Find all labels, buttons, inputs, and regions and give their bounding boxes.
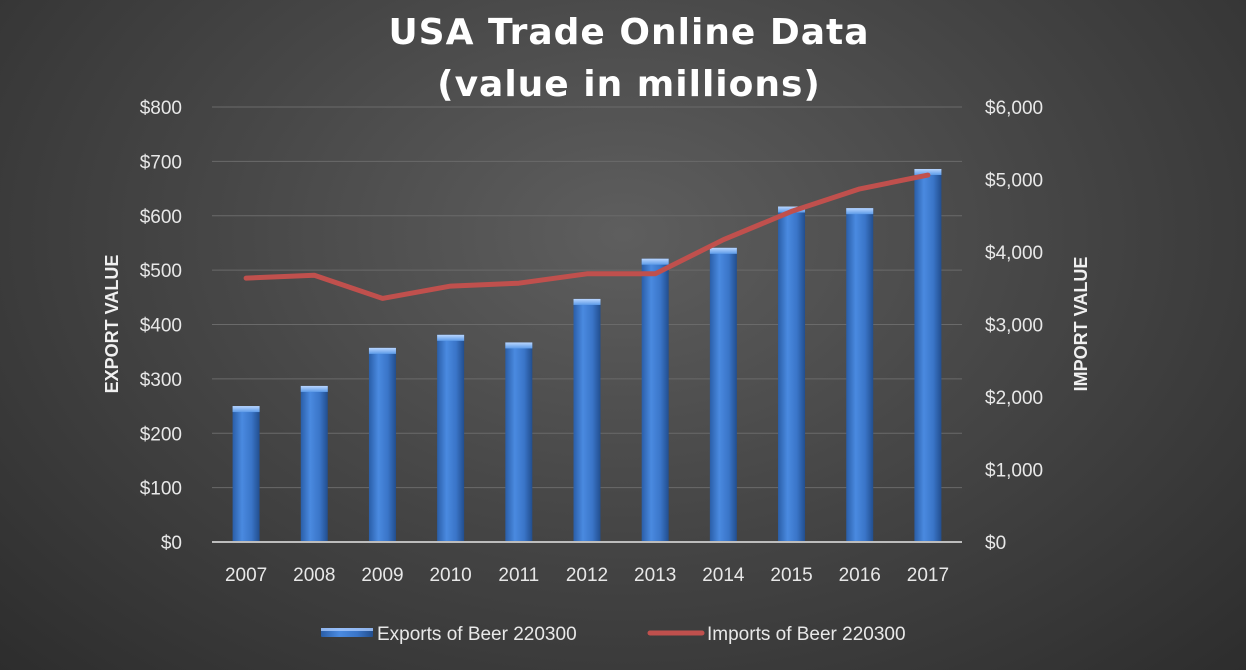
import-line	[243, 172, 931, 301]
legend-label-imports: Imports of Beer 220300	[707, 624, 906, 645]
export-bar	[368, 347, 396, 542]
left-tick-label: $0	[161, 533, 182, 554]
export-bar	[778, 206, 806, 542]
legend-label-exports: Exports of Beer 220300	[377, 624, 577, 645]
export-bar	[232, 406, 260, 542]
left-tick-label: $700	[140, 152, 182, 173]
import-point	[791, 210, 793, 212]
import-point	[859, 188, 861, 190]
x-tick-label: 2016	[839, 565, 881, 586]
export-bar-top	[232, 406, 260, 413]
export-bar-top	[437, 334, 465, 341]
x-tick-label: 2011	[498, 565, 539, 586]
legend-swatch-exports-highlight	[321, 628, 373, 631]
export-bar	[437, 334, 465, 542]
export-bar	[300, 385, 328, 542]
x-tick-label: 2007	[225, 565, 267, 586]
right-tick-label: $5,000	[985, 171, 1043, 192]
right-tick-label: $0	[985, 533, 1006, 554]
import-point	[586, 273, 588, 275]
x-tick-label: 2009	[361, 565, 403, 586]
export-bar-top	[914, 168, 942, 175]
right-tick-label: $2,000	[985, 388, 1043, 409]
export-bar	[573, 298, 601, 542]
export-bar-top	[300, 385, 328, 392]
left-tick-label: $100	[140, 479, 182, 500]
x-tick-label: 2015	[770, 565, 812, 586]
left-tick-label: $500	[140, 261, 182, 282]
x-tick-label: 2017	[907, 565, 949, 586]
x-tick-label: 2010	[429, 565, 471, 586]
import-line-series	[243, 172, 931, 301]
right-tick-label: $4,000	[985, 243, 1043, 264]
right-tick-label: $1,000	[985, 461, 1043, 482]
export-bar	[709, 247, 737, 543]
x-tick-label: 2013	[634, 565, 676, 586]
export-bar	[505, 342, 533, 542]
export-bar-top	[846, 208, 874, 215]
chart-title: USA Trade Online Data (value in millions…	[388, 12, 869, 105]
x-tick-label: 2012	[566, 565, 608, 586]
export-bars	[232, 168, 942, 543]
x-tick-label: 2014	[702, 565, 745, 586]
left-tick-label: $800	[140, 98, 182, 119]
export-bar-top	[505, 342, 533, 349]
export-bar	[914, 168, 942, 543]
export-bar	[641, 258, 669, 542]
import-point	[927, 174, 929, 176]
export-bar-top	[709, 247, 737, 254]
chart-title-line-1: USA Trade Online Data	[388, 12, 869, 53]
legend: Exports of Beer 220300 Imports of Beer 2…	[321, 624, 906, 645]
left-tick-label: $400	[140, 316, 182, 337]
import-point	[654, 273, 656, 275]
right-axis-title: IMPORT VALUE	[1071, 257, 1091, 392]
import-point	[313, 274, 315, 276]
left-tick-label: $200	[140, 424, 182, 445]
legend-item-exports: Exports of Beer 220300	[321, 624, 577, 645]
import-point	[245, 277, 247, 279]
right-tick-label: $6,000	[985, 98, 1043, 119]
left-axis-title: EXPORT VALUE	[102, 255, 122, 394]
import-point	[518, 282, 520, 284]
import-point	[450, 285, 452, 287]
export-bar-top	[573, 298, 601, 305]
import-point	[381, 297, 383, 299]
import-point	[722, 239, 724, 241]
export-bar-top	[368, 347, 396, 354]
export-bar-top	[641, 258, 669, 265]
chart-title-line-2: (value in millions)	[437, 64, 821, 105]
legend-item-imports: Imports of Beer 220300	[647, 624, 906, 645]
x-tick-label: 2008	[293, 565, 335, 586]
right-tick-label: $3,000	[985, 316, 1043, 337]
axes: $0 $100 $200 $300 $400 $500 $600 $700 $800 $0 $1,0…	[140, 98, 1043, 586]
export-bar	[846, 208, 874, 542]
left-tick-label: $600	[140, 207, 182, 228]
left-tick-label: $300	[140, 370, 182, 391]
